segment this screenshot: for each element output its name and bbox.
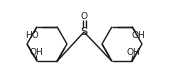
- Text: OH: OH: [131, 31, 145, 40]
- Text: HO: HO: [25, 31, 39, 40]
- Text: S: S: [80, 27, 88, 37]
- Text: OH: OH: [29, 48, 43, 57]
- Text: O: O: [80, 11, 88, 20]
- Text: OH: OH: [126, 48, 140, 57]
